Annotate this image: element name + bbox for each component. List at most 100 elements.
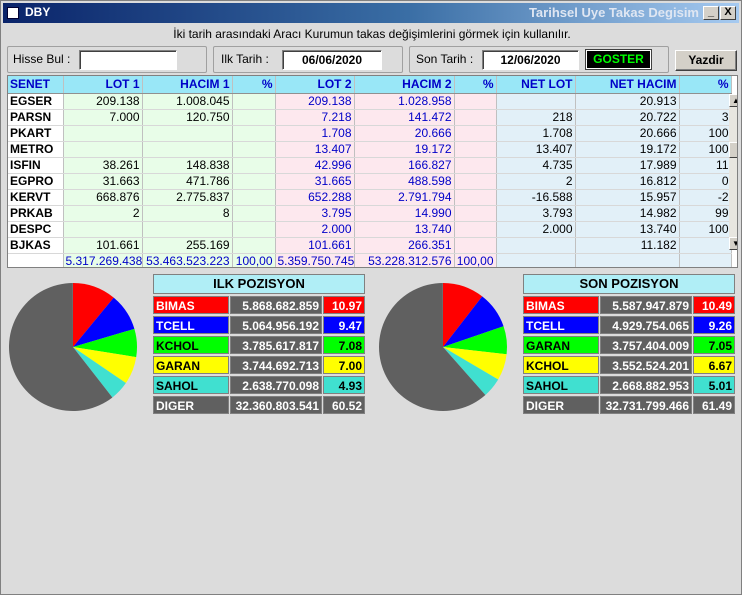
ilk-tarih-group xyxy=(213,46,403,73)
table-cell: 5.359.750.745 xyxy=(275,253,355,267)
table-cell xyxy=(496,93,576,110)
goster-button[interactable]: GOSTER xyxy=(585,49,652,70)
column-header[interactable]: % xyxy=(232,76,276,94)
pie-slice-kchol xyxy=(443,347,507,380)
table-cell xyxy=(454,173,497,190)
yazdir-button[interactable]: Yazdir xyxy=(675,50,737,71)
pie-slice-tcell xyxy=(443,296,504,347)
table-cell: 11 xyxy=(679,157,732,174)
pie-slice-garan xyxy=(443,326,507,355)
column-header[interactable]: NET LOT xyxy=(496,76,576,94)
stock-name: DIGER xyxy=(153,396,229,414)
pie-slice-diger xyxy=(379,283,486,411)
table-cell: 13.740 xyxy=(575,221,680,238)
table-row[interactable]: ISFIN 38.261 148.838 42.996 166.827 4.735 17.9… xyxy=(8,157,732,174)
table-cell: 209.138 xyxy=(275,93,355,110)
scroll-thumb[interactable] xyxy=(729,142,737,158)
table-row[interactable]: EGSER 209.138 1.008.045 209.138 1.028.958 20.… xyxy=(8,93,732,110)
son-pozisyon-row: BIMAS 5.587.947.879 10.49 xyxy=(523,296,735,314)
table-row[interactable]: KERVT 668.876 2.775.837 652.288 2.791.794 -16… xyxy=(8,189,732,206)
table-cell: 20.666 xyxy=(575,125,680,142)
column-header[interactable]: NET HACIM xyxy=(575,76,680,94)
table-cell xyxy=(232,109,276,126)
hisse-search-input[interactable] xyxy=(79,50,177,70)
table-cell: EGPRO xyxy=(8,173,64,190)
table-row[interactable]: DESPC 2.000 13.740 2.000 13.740 100 xyxy=(8,221,732,238)
pie-slice-bimas xyxy=(73,283,114,347)
table-row[interactable]: PARSN 7.000 120.750 7.218 141.472 218 20.722 3 xyxy=(8,109,732,126)
table-totals-row[interactable]: 5.317.269.438 53.463.523.223 100,00 5.359.7… xyxy=(8,253,732,267)
close-button[interactable]: X xyxy=(720,6,736,20)
table-cell xyxy=(454,221,497,238)
table-cell xyxy=(496,253,576,267)
ilk-tarih-input[interactable]: 06/06/2020 xyxy=(282,50,382,70)
table-row[interactable]: METRO 13.407 19.172 13.407 19.172 100 xyxy=(8,141,732,158)
table-cell: 31.663 xyxy=(63,173,143,190)
position-percent: 4.93 xyxy=(323,376,365,394)
pie-slice-kchol xyxy=(73,328,137,358)
table-cell: 100 xyxy=(679,221,732,238)
table-cell xyxy=(679,237,732,254)
column-header[interactable]: % xyxy=(454,76,497,94)
position-value: 5.868.682.859 xyxy=(230,296,322,314)
stock-name: SAHOL xyxy=(153,376,229,394)
table-cell: 1.008.045 xyxy=(142,93,233,110)
column-header[interactable]: HACIM 2 xyxy=(354,76,455,94)
ilk-pozisyon-row: TCELL 5.064.956.192 9.47 xyxy=(153,316,365,334)
position-percent: 10.49 xyxy=(693,296,735,314)
table-cell xyxy=(575,253,680,267)
title-bar[interactable]: DBY Tarihsel Uye Takas Degisim _ X xyxy=(3,3,739,23)
stock-name: GARAN xyxy=(523,336,599,354)
son-tarih-input[interactable]: 12/06/2020 xyxy=(482,50,579,70)
table-cell: PRKAB xyxy=(8,205,64,222)
son-tarih-label: Son Tarih : xyxy=(416,52,474,66)
position-value: 3.744.692.713 xyxy=(230,356,322,374)
window-subtitle: Tarihsel Uye Takas Degisim xyxy=(528,5,699,20)
table-cell xyxy=(63,125,143,142)
table-cell: -2 xyxy=(679,189,732,206)
column-header[interactable]: SENET xyxy=(8,76,64,94)
scroll-down-arrow-icon[interactable]: ▼ xyxy=(729,237,737,250)
table-cell: 13.407 xyxy=(496,141,576,158)
minimize-button[interactable]: _ xyxy=(703,6,719,20)
table-cell xyxy=(454,109,497,126)
column-header[interactable]: LOT 2 xyxy=(275,76,355,94)
table-cell: 2 xyxy=(496,173,576,190)
position-percent: 7.05 xyxy=(693,336,735,354)
son-pozisyon-row: SAHOL 2.668.882.953 5.01 xyxy=(523,376,735,394)
table-cell: 53.463.523.223 xyxy=(142,253,233,267)
position-value: 32.731.799.466 xyxy=(600,396,692,414)
table-row[interactable]: PKART 1.708 20.666 1.708 20.666 100 xyxy=(8,125,732,142)
son-pozisyon-row: KCHOL 3.552.524.201 6.67 xyxy=(523,356,735,374)
grid-vertical-scrollbar[interactable]: ▲ ▼ xyxy=(729,94,737,250)
scroll-up-arrow-icon[interactable]: ▲ xyxy=(729,94,737,107)
table-cell: 3 xyxy=(679,109,732,126)
table-cell: 20.913 xyxy=(575,93,680,110)
table-cell: 100 xyxy=(679,125,732,142)
table-row[interactable]: BJKAS 101.661 255.169 101.661 266.351 11.182 xyxy=(8,237,732,254)
position-percent: 9.26 xyxy=(693,316,735,334)
table-cell xyxy=(232,93,276,110)
table-cell xyxy=(454,93,497,110)
description-text: İki tarih arasındaki Aracı Kurumun takas… xyxy=(173,27,571,41)
column-header[interactable]: HACIM 1 xyxy=(142,76,233,94)
table-cell xyxy=(454,141,497,158)
table-cell: 120.750 xyxy=(142,109,233,126)
table-cell: 16.812 xyxy=(575,173,680,190)
table-cell: EGSER xyxy=(8,93,64,110)
table-cell: 19.172 xyxy=(354,141,455,158)
table-row[interactable]: EGPRO 31.663 471.786 31.665 488.598 2 16.812 0 xyxy=(8,173,732,190)
ilk-pozisyon-row: GARAN 3.744.692.713 7.00 xyxy=(153,356,365,374)
table-cell xyxy=(454,205,497,222)
ilk-pozisyon-pie-chart xyxy=(9,283,137,411)
column-header[interactable]: % xyxy=(679,76,732,94)
table-cell: 100,00 xyxy=(232,253,276,267)
table-cell: 11.182 xyxy=(575,237,680,254)
ilk-tarih-label: Ilk Tarih : xyxy=(221,52,269,66)
table-cell: PKART xyxy=(8,125,64,142)
ilk-pozisyon-row: BIMAS 5.868.682.859 10.97 xyxy=(153,296,365,314)
column-header[interactable]: LOT 1 xyxy=(63,76,143,94)
table-cell: ISFIN xyxy=(8,157,64,174)
position-percent: 7.00 xyxy=(323,356,365,374)
table-row[interactable]: PRKAB 2 8 3.795 14.990 3.793 14.982 99 xyxy=(8,205,732,222)
